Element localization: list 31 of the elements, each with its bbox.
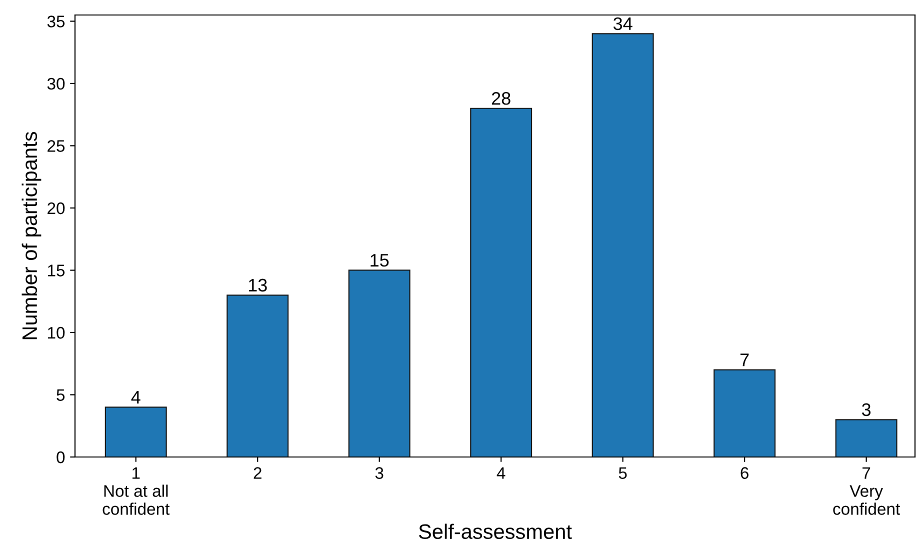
bar (348, 270, 410, 457)
y-tick-label: 25 (48, 140, 65, 152)
data-label: 15 (370, 254, 389, 267)
y-tick-label: 15 (48, 264, 65, 276)
x-tick-label: 3 (375, 467, 384, 479)
bar (470, 108, 532, 457)
data-label: 3 (862, 403, 871, 416)
y-tick-label: 20 (48, 202, 65, 214)
x-tick-label: 2 (254, 467, 262, 479)
data-label: 4 (131, 391, 140, 404)
bar (226, 294, 289, 457)
bar (104, 406, 167, 457)
x-axis-title: Self-assessment (418, 524, 572, 540)
x-tick-label: 4 (496, 467, 506, 479)
bar (714, 369, 776, 457)
x-tick-label: 5 (618, 467, 627, 479)
y-axis-title: Number of participants (22, 132, 42, 340)
data-label: 28 (492, 92, 510, 105)
data-label: 13 (248, 278, 267, 292)
y-tick-label: 35 (47, 16, 65, 28)
y-tick-label: 30 (47, 78, 65, 90)
data-label: 34 (613, 17, 632, 30)
x-tick-label: 7 Very confident (833, 467, 900, 515)
bar (835, 419, 898, 457)
x-tick-label: 6 (740, 467, 748, 479)
y-tick-label: 10 (48, 326, 65, 339)
y-tick-label: 5 (56, 389, 65, 401)
data-label: 7 (740, 354, 749, 366)
y-tick-label: 0 (56, 451, 65, 464)
x-tick-label: 1 Not at all confident (102, 467, 170, 515)
bar (592, 33, 654, 457)
